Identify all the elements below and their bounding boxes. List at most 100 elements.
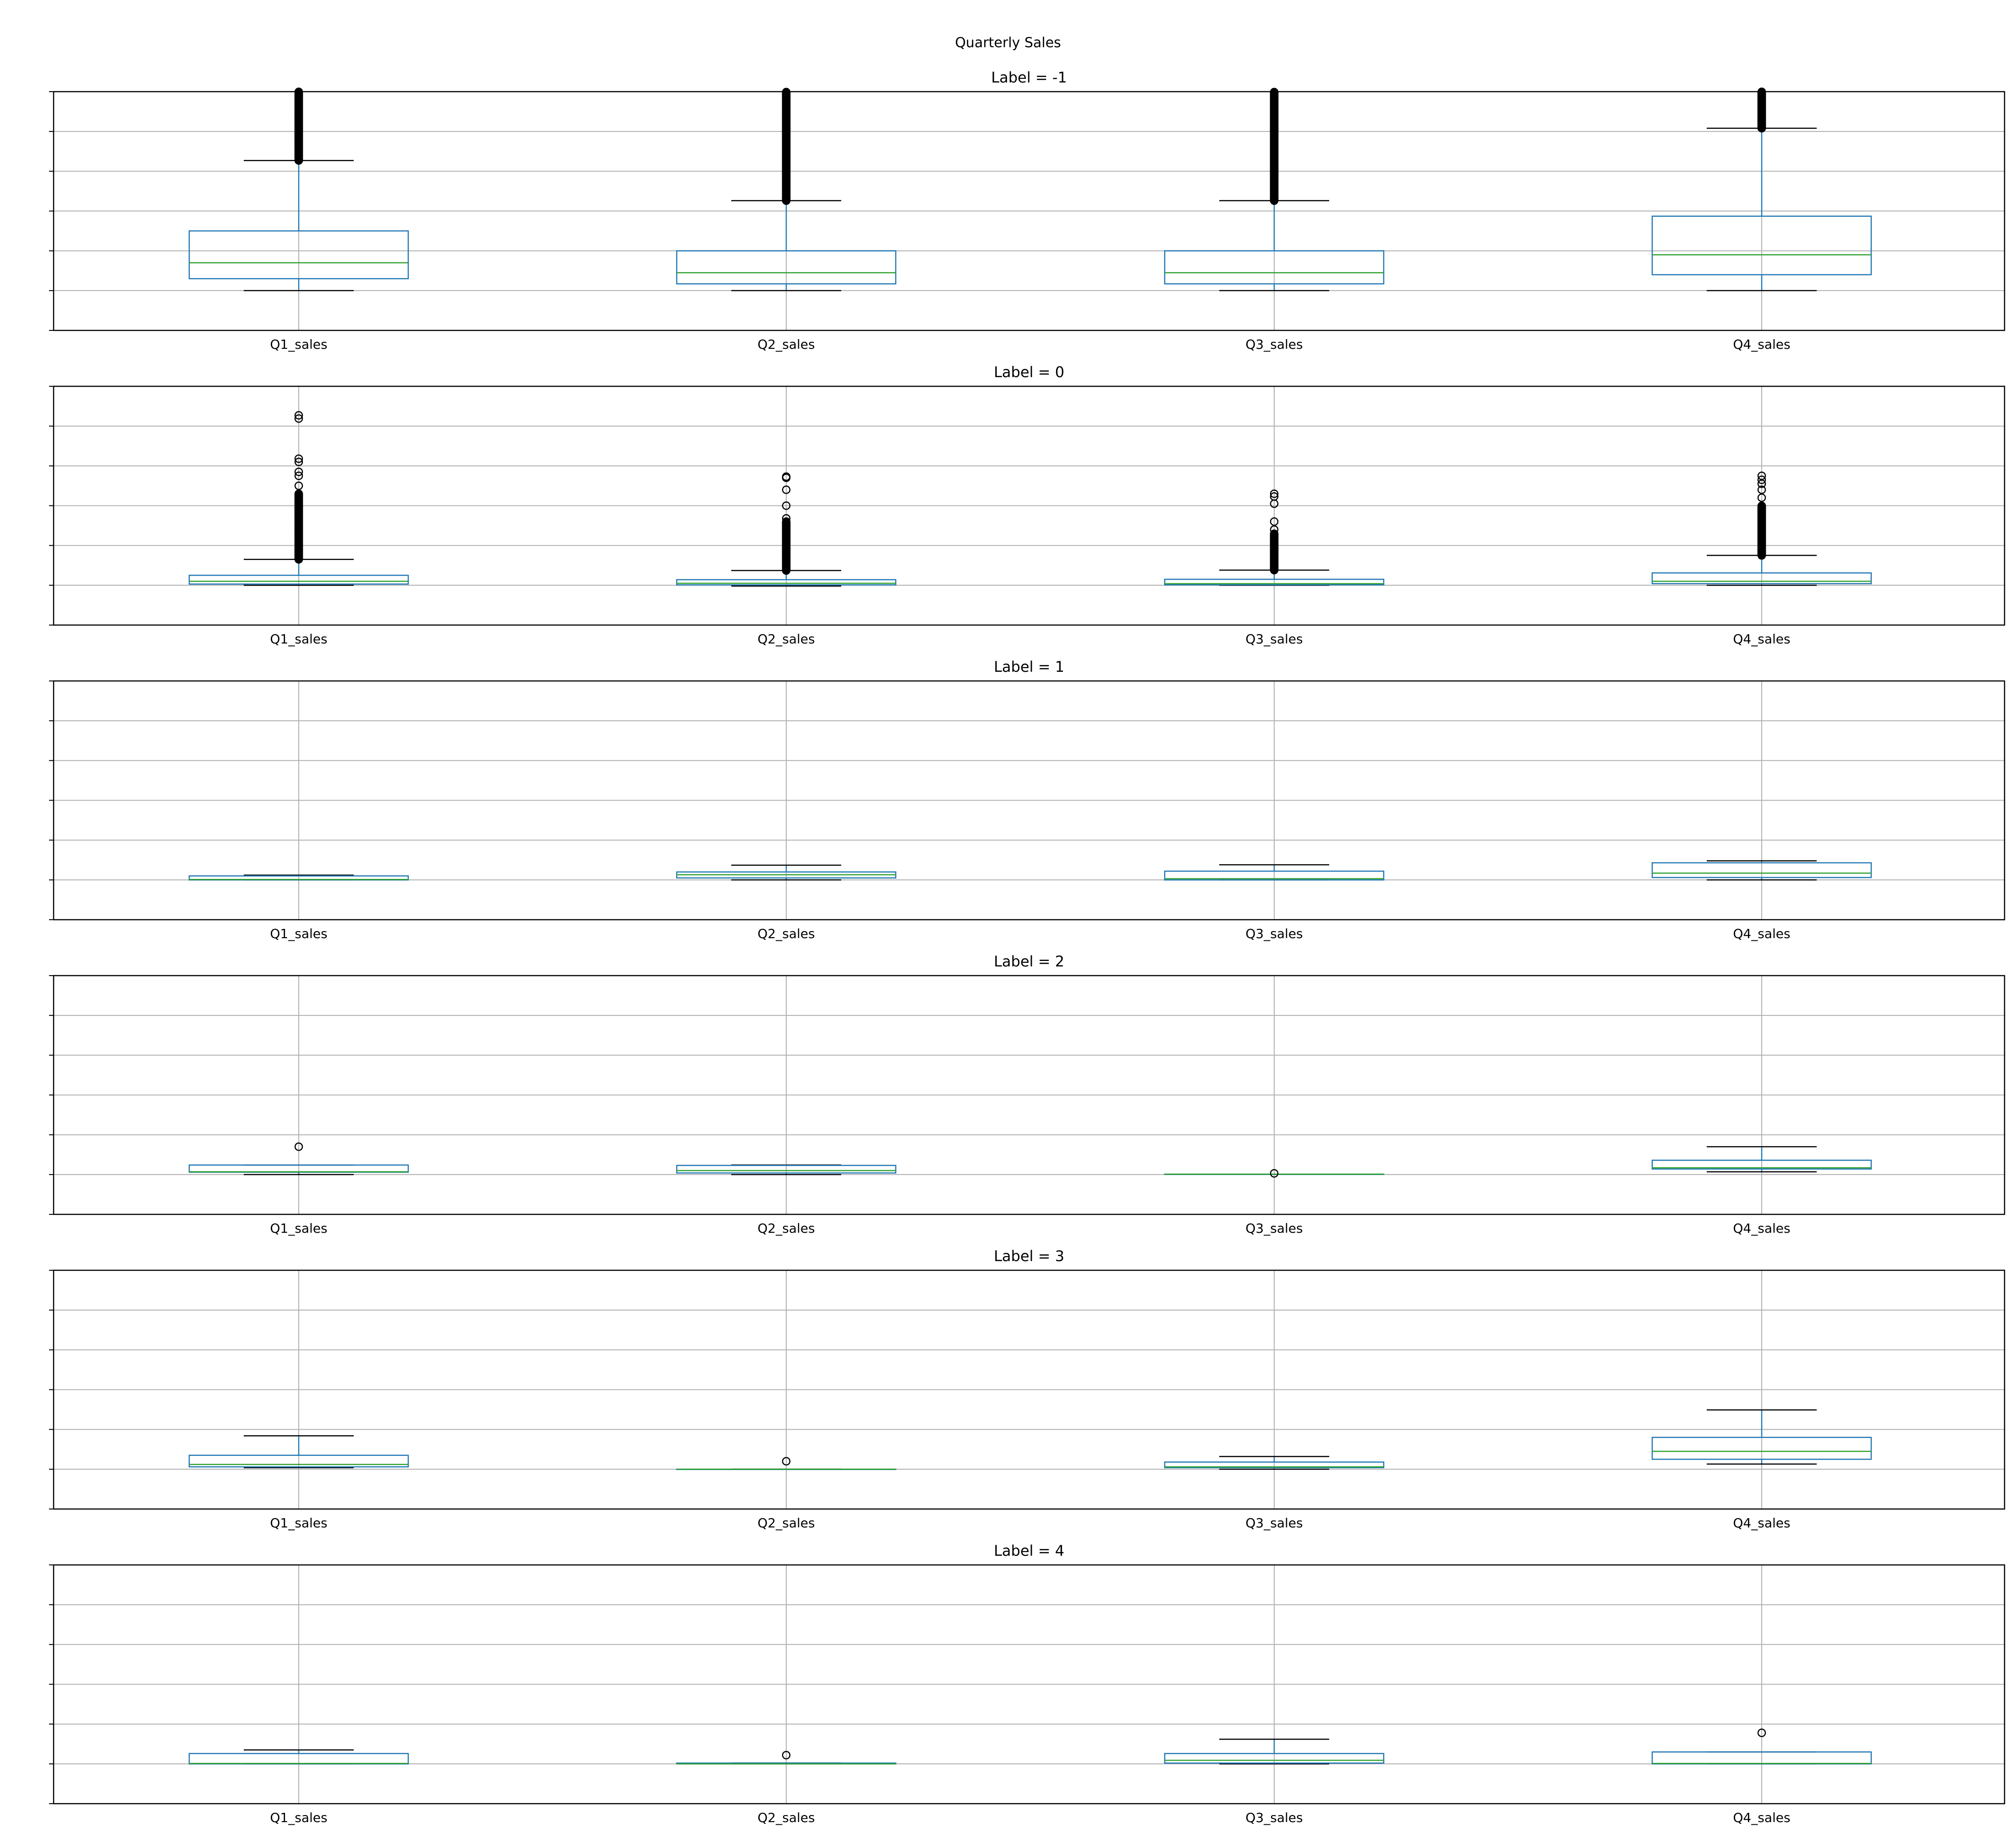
flier-point [782,514,791,523]
panel-title: Label = 4 [994,1542,1064,1559]
box-iqr [1651,215,1872,275]
axes-frame [53,1564,2005,1805]
flier-point [1757,479,1766,488]
box-iqr [676,579,897,586]
box-Q1_sales [188,411,409,586]
x-tick-label: Q4_sales [1733,1221,1790,1236]
box-Q3_sales [1164,864,1385,881]
box-iqr [1164,1753,1385,1764]
flier-point [1757,472,1766,480]
box-iqr [1651,862,1872,878]
box-iqr [1651,1437,1872,1460]
box-Q4_sales [1651,1729,1872,1765]
panels-group: Label = -1 Q1_sales Q2_sales Q3_sales Q4_sal… [49,69,2005,1825]
panel: Label = -1 Q1_sales Q2_sales Q3_sales Q4_sal… [49,69,2005,352]
flier-point [1270,529,1279,538]
panel: Label = 3 Q1_sales Q2_sales Q3_sales Q4_sale… [49,1247,2005,1531]
flier-point [294,481,303,490]
box-iqr [188,230,409,280]
box-Q4_sales [1651,1409,1872,1465]
x-tick-label: Q2_sales [757,631,815,647]
panel-title: Label = 2 [994,953,1064,970]
box-iqr [1651,1159,1872,1170]
box-iqr [1164,870,1385,881]
flier-point [294,1142,303,1151]
x-tick-label: Q3_sales [1245,631,1303,647]
box-Q1_sales [188,1749,409,1765]
box-Q3_sales [1164,1456,1385,1470]
flier-point [782,501,791,510]
box-Q1_sales [188,1142,409,1175]
flier-point [782,1751,791,1760]
x-tick-label: Q3_sales [1245,926,1303,941]
box-Q2_sales [676,472,897,587]
x-tick-label: Q2_sales [757,1515,815,1531]
x-tick-label: Q3_sales [1245,1515,1303,1531]
flier-point [294,489,303,498]
axes-frame [53,91,2005,331]
x-tick-label: Q4_sales [1733,1515,1790,1531]
box-iqr [188,1454,409,1468]
box-Q1_sales [188,874,409,881]
panel: Label = 1 Q1_sales Q2_sales Q3_sales Q4_sale… [49,658,2005,941]
flier-point [1757,493,1766,502]
flier-point [294,457,303,466]
flier-point [782,517,791,526]
flier-point [782,485,791,494]
box-Q3_sales [1164,489,1385,586]
box-iqr [1164,250,1385,285]
box-Q4_sales [1651,88,1872,291]
flier-point [1270,492,1279,501]
box-Q4_sales [1651,860,1872,881]
flier-point [1757,1729,1766,1737]
box-Q2_sales [676,1457,897,1470]
box-Q4_sales [1651,1146,1872,1173]
x-tick-label: Q4_sales [1733,631,1790,647]
panel: Label = 0 Q1_sales Q2_sales Q3_sales Q4_sale… [49,363,2005,647]
x-tick-label: Q1_sales [270,1810,327,1825]
x-tick-label: Q2_sales [757,1221,815,1236]
x-tick-label: Q4_sales [1733,337,1790,352]
figure-title: Quarterly Sales [955,35,1061,51]
box-Q2_sales [676,1751,897,1765]
x-tick-label: Q1_sales [270,631,327,647]
flier-point [1270,517,1279,526]
flier-point [1757,485,1766,494]
box-Q2_sales [676,864,897,881]
flier-point [294,472,303,480]
flier-point [782,472,791,481]
box-iqr [188,575,409,585]
flier-point [294,411,303,420]
axes-frame [53,680,2005,921]
box-Q4_sales [1651,472,1872,586]
axes-frame [53,1269,2005,1510]
box-Q3_sales [1164,1739,1385,1765]
panel-title: Label = 3 [994,1247,1064,1265]
x-tick-label: Q1_sales [270,1515,327,1531]
flier-point [1270,489,1279,498]
flier-point [1757,475,1766,484]
panel-title: Label = 0 [994,363,1064,381]
x-tick-label: Q3_sales [1245,1221,1303,1236]
panel-title: Label = -1 [991,69,1067,86]
x-tick-label: Q3_sales [1245,1810,1303,1825]
x-tick-label: Q4_sales [1733,1810,1790,1825]
box-iqr [1651,572,1872,584]
x-tick-label: Q2_sales [757,926,815,941]
box-Q2_sales [676,88,897,291]
flier-point [1270,525,1279,534]
panel-title: Label = 1 [994,658,1064,675]
box-Q3_sales [1164,1169,1385,1178]
box-iqr [1164,1461,1385,1468]
box-Q3_sales [1164,88,1385,291]
axes-frame [53,975,2005,1215]
panel: Label = 4 Q1_sales Q2_sales Q3_sales Q4_sale… [49,1542,2005,1825]
flier-point [294,467,303,476]
flier-point [1270,1169,1279,1178]
flier-point [782,1457,791,1466]
panel: Label = 2 Q1_sales Q2_sales Q3_sales Q4_sale… [49,953,2005,1236]
flier-point [294,414,303,423]
x-tick-label: Q1_sales [270,337,327,352]
box-iqr [676,1164,897,1174]
